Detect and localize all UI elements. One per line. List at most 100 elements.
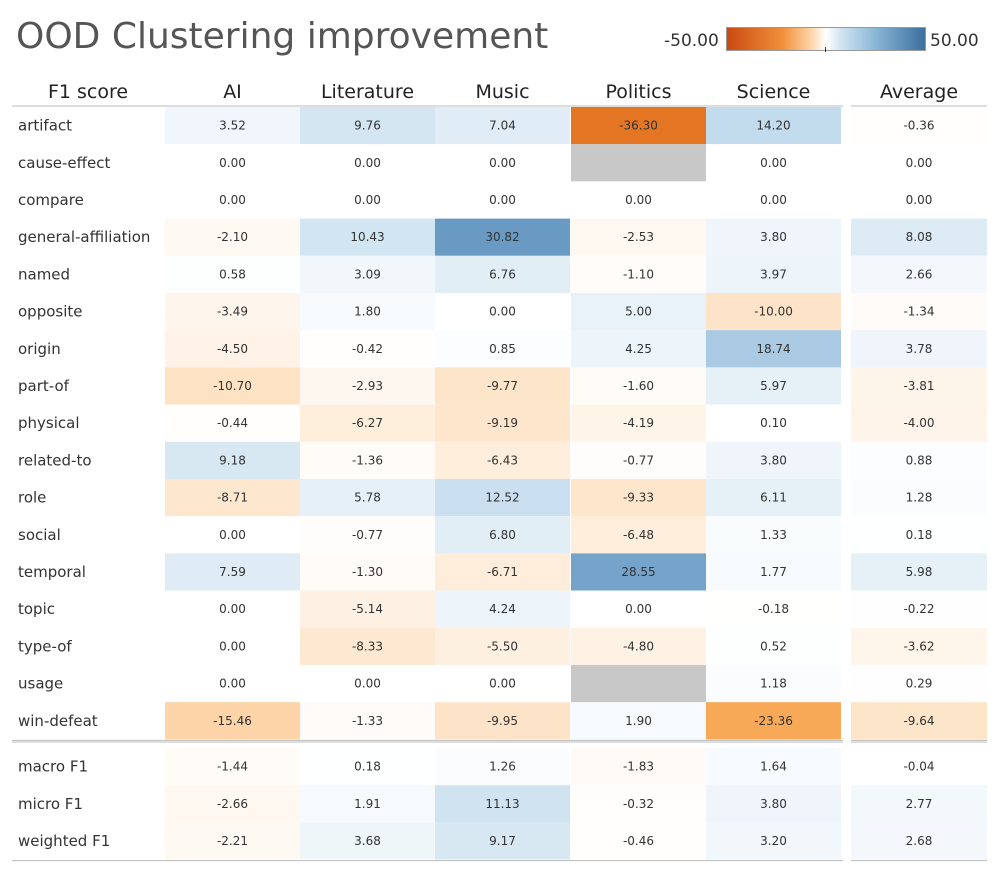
cell-value-part-of-average: -3.81 [903, 379, 934, 393]
cell-value-weighted-f1-literature: 3.68 [354, 834, 381, 848]
cell-value-origin-average: 3.78 [906, 342, 933, 356]
legend-zero-tick [825, 47, 826, 52]
cell-value-role-ai: -8.71 [217, 491, 248, 505]
cell-weighted-f1-literature [300, 822, 435, 860]
cell-value-micro-f1-science: 3.80 [760, 797, 787, 811]
cell-value-social-average: 0.18 [906, 528, 933, 542]
cell-value-weighted-f1-politics: -0.46 [623, 834, 654, 848]
cell-micro-f1-literature [300, 785, 435, 823]
cell-opposite-science [706, 293, 841, 331]
cell-value-topic-music: 4.24 [489, 602, 516, 616]
cell-value-usage-literature: 0.00 [354, 677, 381, 691]
cell-part-of-science [706, 367, 841, 405]
cell-value-compare-average: 0.00 [906, 193, 933, 207]
cell-compare-science [706, 181, 841, 219]
cell-cause-effect-music [435, 144, 570, 182]
cell-value-general-affiliation-music: 30.82 [485, 230, 519, 244]
cell-value-topic-politics: 0.00 [625, 602, 652, 616]
cell-social-music [435, 516, 570, 554]
cell-value-temporal-literature: -1.30 [352, 565, 383, 579]
cell-value-cause-effect-average: 0.00 [906, 156, 933, 170]
row-label-social: social [18, 526, 61, 544]
cell-origin-ai [165, 330, 300, 368]
row-label-topic: topic [18, 600, 55, 618]
cell-value-weighted-f1-science: 3.20 [760, 834, 787, 848]
cell-physical-science [706, 404, 841, 442]
cell-value-social-politics: -6.48 [623, 528, 654, 542]
row-label-general-affiliation: general-affiliation [18, 228, 150, 246]
row-label-micro-f1: micro F1 [18, 795, 83, 813]
cell-value-social-music: 6.80 [489, 528, 516, 542]
cell-value-part-of-politics: -1.60 [623, 379, 654, 393]
cell-macro-f1-literature [300, 748, 435, 786]
cell-type-of-politics [571, 627, 706, 665]
cell-temporal-average [851, 553, 987, 591]
cell-weighted-f1-music [435, 822, 570, 860]
column-header-ai: AI [223, 81, 242, 103]
cell-usage-ai [165, 665, 300, 703]
cell-weighted-f1-average [851, 822, 987, 860]
cell-general-affiliation-literature [300, 218, 435, 256]
cell-related-to-science [706, 441, 841, 479]
cell-value-usage-average: 0.29 [906, 677, 933, 691]
cell-value-social-science: 1.33 [760, 528, 787, 542]
cell-named-literature [300, 255, 435, 293]
cell-part-of-ai [165, 367, 300, 405]
cell-social-average [851, 516, 987, 554]
cell-value-related-to-music: -6.43 [487, 453, 518, 467]
cell-origin-literature [300, 330, 435, 368]
cell-weighted-f1-politics [571, 822, 706, 860]
cell-temporal-politics [571, 553, 706, 591]
cell-value-macro-f1-science: 1.64 [760, 760, 787, 774]
cell-part-of-politics [571, 367, 706, 405]
cell-usage-science [706, 665, 841, 703]
cell-value-role-average: 1.28 [906, 491, 933, 505]
cell-value-compare-literature: 0.00 [354, 193, 381, 207]
cell-value-related-to-politics: -0.77 [623, 453, 654, 467]
column-header-literature: Literature [321, 81, 414, 103]
cell-value-artifact-science: 14.20 [756, 119, 790, 133]
cell-value-micro-f1-music: 11.13 [485, 797, 519, 811]
cell-macro-f1-politics [571, 748, 706, 786]
cell-related-to-ai [165, 441, 300, 479]
row-label-compare: compare [18, 191, 84, 209]
cell-origin-science [706, 330, 841, 368]
cell-value-temporal-ai: 7.59 [219, 565, 246, 579]
cell-opposite-ai [165, 293, 300, 331]
cell-general-affiliation-music [435, 218, 570, 256]
cell-value-origin-politics: 4.25 [625, 342, 652, 356]
cell-opposite-politics [571, 293, 706, 331]
cell-win-defeat-literature [300, 702, 435, 740]
cell-cause-effect-politics [571, 144, 706, 182]
cell-value-general-affiliation-science: 3.80 [760, 230, 787, 244]
cell-origin-average [851, 330, 987, 368]
cell-artifact-ai [165, 107, 300, 145]
cell-value-win-defeat-average: -9.64 [903, 714, 934, 728]
cell-value-cause-effect-science: 0.00 [760, 156, 787, 170]
cell-micro-f1-politics [571, 785, 706, 823]
cell-value-temporal-science: 1.77 [760, 565, 787, 579]
cell-general-affiliation-politics [571, 218, 706, 256]
cell-role-average [851, 479, 987, 517]
cell-value-opposite-science: -10.00 [754, 305, 793, 319]
cell-value-micro-f1-politics: -0.32 [623, 797, 654, 811]
cell-value-weighted-f1-average: 2.68 [906, 834, 933, 848]
cell-value-compare-politics: 0.00 [625, 193, 652, 207]
cell-type-of-literature [300, 627, 435, 665]
cell-value-type-of-music: -5.50 [487, 639, 518, 653]
cell-value-compare-music: 0.00 [489, 193, 516, 207]
cell-value-opposite-politics: 5.00 [625, 305, 652, 319]
cell-value-opposite-literature: 1.80 [354, 305, 381, 319]
cell-value-physical-music: -9.19 [487, 416, 518, 430]
cell-value-artifact-average: -0.36 [903, 119, 934, 133]
cell-related-to-politics [571, 441, 706, 479]
cell-value-origin-music: 0.85 [489, 342, 516, 356]
cell-temporal-science [706, 553, 841, 591]
cell-micro-f1-ai [165, 785, 300, 823]
cell-social-literature [300, 516, 435, 554]
cell-value-part-of-ai: -10.70 [213, 379, 252, 393]
cell-value-type-of-ai: 0.00 [219, 639, 246, 653]
cell-macro-f1-science [706, 748, 841, 786]
cell-social-politics [571, 516, 706, 554]
